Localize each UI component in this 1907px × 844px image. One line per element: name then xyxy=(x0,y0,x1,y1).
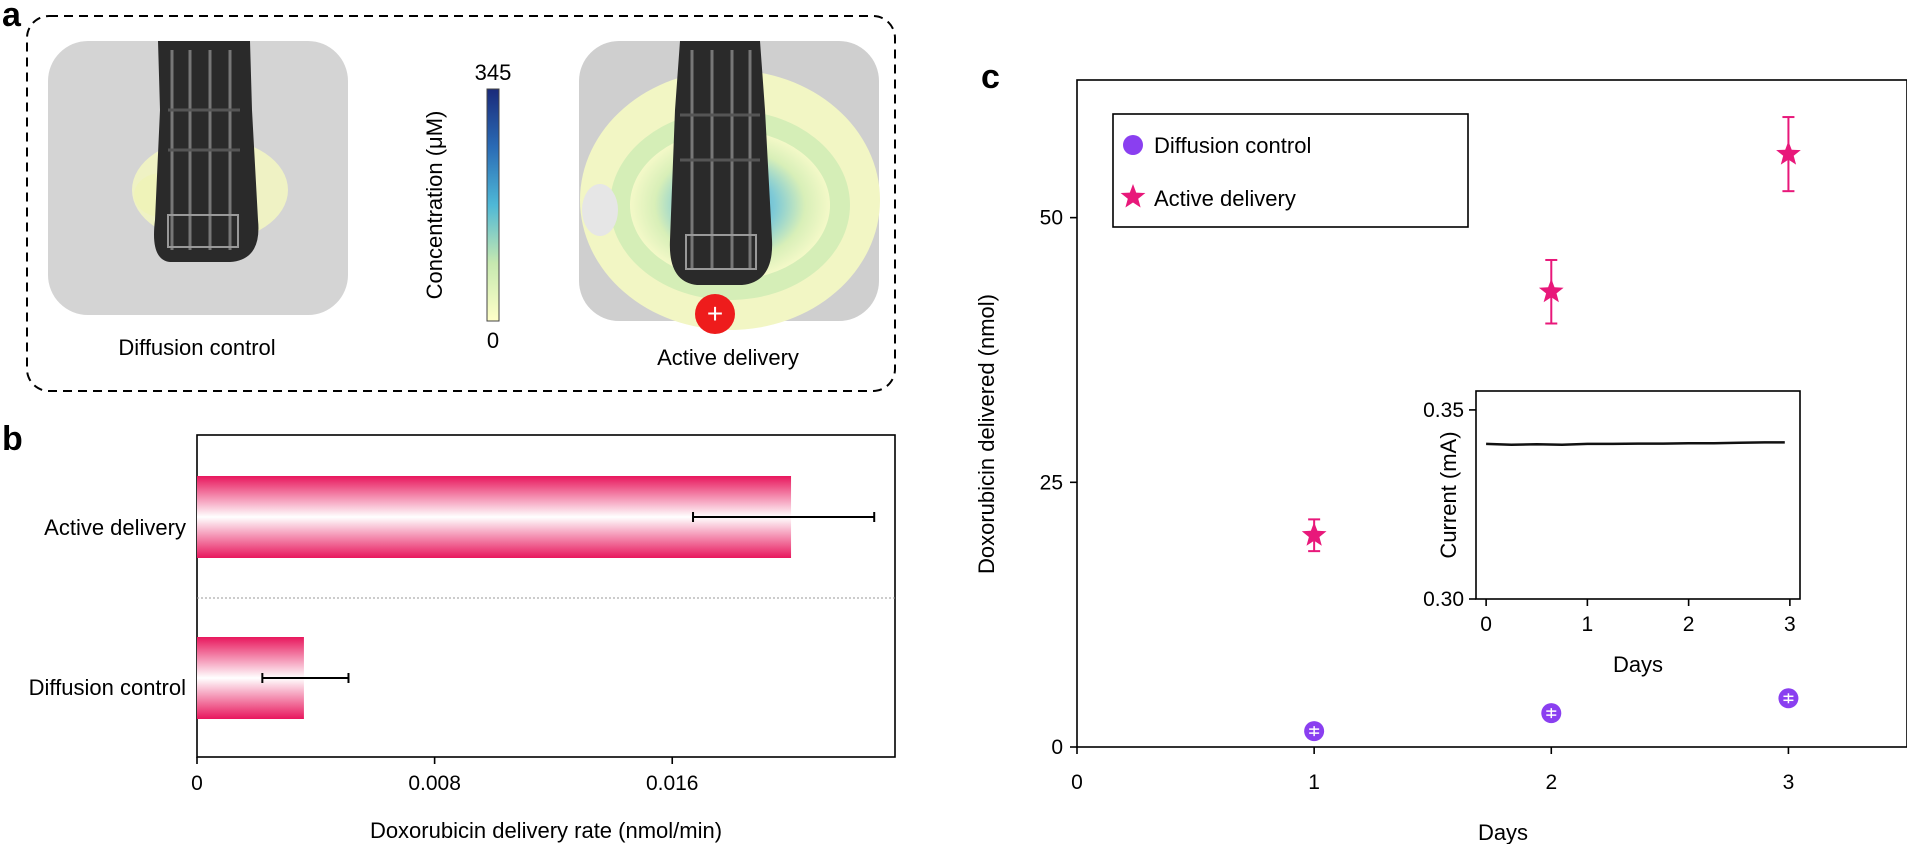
positive-electrode-icon xyxy=(695,294,735,334)
c-y-tick-label: 25 xyxy=(1040,471,1063,494)
colorbar-min-label: 0 xyxy=(487,328,499,353)
panel-label-a: a xyxy=(2,0,22,34)
inset-y-tick-label: 0.30 xyxy=(1423,588,1464,611)
inset-frame xyxy=(1475,390,1801,600)
c-y-axis-label: Doxorubicin delivered (nmol) xyxy=(974,294,999,574)
inset-y-axis-label: Current (mA) xyxy=(1436,431,1461,558)
b-x-tick-label: 0.016 xyxy=(646,772,699,795)
active-delivery-caption: Active delivery xyxy=(657,345,799,370)
panel-b-chart: Active delivery Diffusion control Doxoru… xyxy=(29,434,896,843)
inset-current-line xyxy=(1486,441,1785,446)
colorbar: 345 0 Concentration (μM) xyxy=(422,60,511,353)
diffusion-control-image xyxy=(48,41,348,315)
inset-x-tick-label: 2 xyxy=(1683,613,1695,636)
b-x-tick-label: 0 xyxy=(191,772,203,795)
b-category-label: Active delivery xyxy=(44,515,186,540)
panel-a-dashed-frame xyxy=(26,15,896,392)
b-x-axis-label: Doxorubicin delivery rate (nmol/min) xyxy=(370,818,722,843)
legend-label-diffusion: Diffusion control xyxy=(1154,133,1311,158)
colorbar-label: Concentration (μM) xyxy=(422,111,447,300)
legend-label-active: Active delivery xyxy=(1154,186,1296,211)
c-star-point xyxy=(1538,278,1564,303)
c-star-point xyxy=(1776,141,1801,165)
b-x-tick-label: 0.008 xyxy=(408,772,461,795)
legend-circle-marker-icon xyxy=(1123,135,1143,155)
c-x-tick-label: 1 xyxy=(1308,771,1320,794)
c-x-axis-label: Days xyxy=(1478,820,1528,844)
c-inset-chart: Current (mA) Days 0 1 2 3 0.30 0.35 xyxy=(1423,390,1801,677)
inset-y-tick-label: 0.35 xyxy=(1423,399,1464,422)
colorbar-max-label: 345 xyxy=(475,60,512,85)
colorbar-gradient xyxy=(486,88,500,322)
inset-x-tick-label: 0 xyxy=(1480,613,1492,636)
c-x-tick-label: 2 xyxy=(1545,771,1557,794)
panel-label-b: b xyxy=(2,420,23,458)
panel-b-frame xyxy=(196,434,896,758)
legend-star-marker-icon xyxy=(1120,184,1146,208)
active-delivery-image: + xyxy=(579,41,880,334)
diffusion-control-caption: Diffusion control xyxy=(118,335,275,360)
electrode-symbol: + xyxy=(707,298,723,329)
inset-x-tick-label: 1 xyxy=(1582,613,1594,636)
c-legend-box xyxy=(1112,113,1469,228)
inset-x-tick-label: 3 xyxy=(1784,613,1796,636)
panel-label-c: c xyxy=(981,58,1000,96)
c-x-tick-label: 3 xyxy=(1783,771,1795,794)
c-star-point xyxy=(1301,522,1327,546)
panel-c-frame xyxy=(1076,79,1907,748)
c-legend: Diffusion control Active delivery xyxy=(1112,113,1469,228)
panel-a: + 345 0 Concentration (μM) Diffusion con… xyxy=(26,15,896,392)
c-y-tick-label: 0 xyxy=(1051,736,1063,759)
c-y-tick-label: 50 xyxy=(1040,207,1063,230)
c-x-tick-label: 0 xyxy=(1071,771,1083,794)
inset-x-axis-label: Days xyxy=(1613,652,1663,677)
panel-c-chart: Doxorubicin delivered (nmol) Days Diffus… xyxy=(974,79,1907,844)
b-category-label: Diffusion control xyxy=(29,675,186,700)
